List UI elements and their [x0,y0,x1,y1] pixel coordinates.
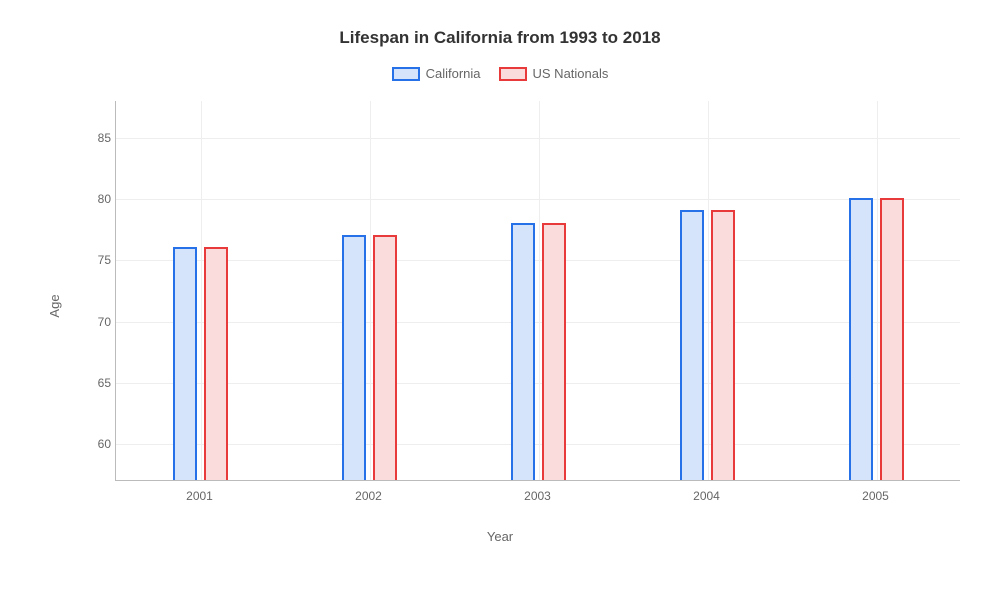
x-tick-label: 2005 [862,489,889,503]
gridline-vertical [201,101,202,480]
x-tick-label: 2001 [186,489,213,503]
bar [542,223,566,480]
chart-legend: California US Nationals [30,66,970,81]
gridline-vertical [708,101,709,480]
bar [342,235,366,480]
y-axis-label: Age [47,294,62,317]
bar [173,247,197,480]
legend-swatch-icon [499,67,527,81]
plot-area [115,101,960,481]
x-tick-label: 2002 [355,489,382,503]
legend-item: California [392,66,481,81]
gridline-vertical [370,101,371,480]
bar [511,223,535,480]
x-tick-label: 2004 [693,489,720,503]
chart-container: Lifespan in California from 1993 to 2018… [0,0,1000,600]
bar [849,198,873,480]
y-tick-label: 70 [87,315,111,329]
y-tick-label: 85 [87,131,111,145]
gridline-vertical [877,101,878,480]
bar [204,247,228,480]
y-tick-label: 65 [87,376,111,390]
y-tick-label: 80 [87,192,111,206]
legend-swatch-icon [392,67,420,81]
x-tick-label: 2003 [524,489,551,503]
x-axis-label: Year [30,529,970,544]
y-tick-label: 75 [87,253,111,267]
bar [680,210,704,480]
bar [880,198,904,480]
bar [711,210,735,480]
gridline-vertical [539,101,540,480]
chart-title: Lifespan in California from 1993 to 2018 [30,28,970,48]
legend-item: US Nationals [499,66,609,81]
y-tick-label: 60 [87,437,111,451]
bar [373,235,397,480]
legend-label: California [426,66,481,81]
plot-wrap: Age 606570758085 20012002200320042005 [85,91,960,521]
legend-label: US Nationals [533,66,609,81]
